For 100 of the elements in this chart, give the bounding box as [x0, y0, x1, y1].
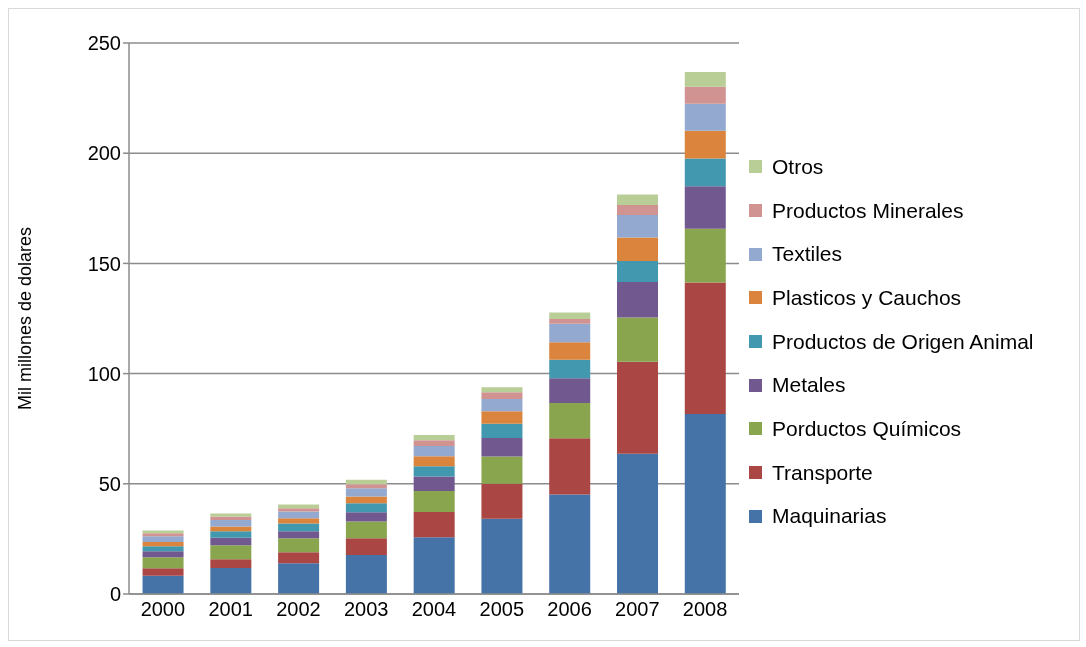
bar [278, 523, 320, 532]
bar [142, 568, 184, 576]
bar [413, 537, 455, 594]
bar [617, 204, 658, 215]
bar [684, 72, 726, 87]
bar [278, 531, 320, 539]
bar [345, 484, 387, 489]
bar [345, 503, 387, 513]
legend-label: Productos de Origen Animal [772, 329, 1034, 354]
bar [345, 512, 387, 522]
bar [617, 317, 658, 362]
bar [278, 563, 320, 594]
legend-label: Maquinarias [772, 504, 887, 529]
bar [278, 508, 320, 512]
bar [413, 491, 455, 513]
x-tick-label: 2008 [682, 598, 728, 621]
bar [684, 86, 726, 104]
bar [617, 361, 658, 454]
bar [210, 531, 252, 538]
bar [413, 445, 455, 457]
bar [345, 521, 387, 539]
bar [142, 575, 184, 594]
bar [617, 453, 658, 594]
bar [481, 392, 523, 399]
bar [210, 519, 252, 527]
bar [549, 438, 591, 495]
bar [210, 545, 252, 560]
bar [278, 552, 320, 564]
bar [142, 557, 184, 569]
bar [345, 488, 387, 497]
legend-label: Transporte [772, 460, 873, 485]
bar [481, 518, 523, 594]
bar [481, 456, 523, 484]
bar [549, 359, 591, 379]
bar [549, 342, 591, 360]
bar [617, 260, 658, 282]
legend-label: Porductos Químicos [772, 416, 962, 441]
bar [617, 281, 658, 318]
bar [617, 214, 658, 238]
bar [684, 282, 726, 414]
y-tick-label: 0 [109, 583, 121, 606]
bar [278, 538, 320, 553]
y-axis-title: Mil millones de dolares [15, 226, 36, 411]
bar [278, 518, 320, 524]
bar [684, 130, 726, 159]
bar [413, 440, 455, 446]
bar [684, 186, 726, 229]
bar [481, 411, 523, 424]
x-tick-label: 2004 [411, 598, 457, 621]
bar [142, 551, 184, 558]
bar [142, 546, 184, 552]
x-tick-label: 2007 [615, 598, 660, 621]
bar [142, 541, 184, 547]
bar [345, 479, 387, 485]
legend-label: Otros [772, 154, 824, 179]
bar [481, 398, 523, 412]
bar [413, 476, 455, 492]
bar [481, 423, 523, 438]
y-tick-label: 200 [87, 142, 121, 165]
bar [210, 559, 252, 568]
legend-label: Metales [772, 373, 846, 398]
bar [617, 237, 658, 261]
bar [413, 466, 455, 477]
x-tick-label: 2002 [276, 598, 321, 621]
bar [549, 312, 591, 319]
legend-label: Productos Minerales [772, 198, 964, 223]
bar [549, 318, 591, 324]
x-tick-label: 2005 [479, 598, 525, 621]
legend-label: Plasticos y Cauchos [772, 285, 962, 310]
x-tick-label: 2001 [208, 598, 253, 621]
bar [549, 402, 591, 439]
bar [481, 483, 523, 519]
bar [142, 536, 184, 542]
y-tick-label: 50 [98, 472, 121, 495]
y-tick-label: 100 [87, 362, 121, 385]
bar [549, 378, 591, 403]
y-tick-label: 250 [87, 32, 121, 55]
bar [684, 228, 726, 283]
x-tick-label: 2003 [343, 598, 389, 621]
bar [413, 512, 455, 538]
bar [481, 437, 523, 457]
y-tick-label: 150 [87, 252, 121, 275]
legend-label: Textiles [772, 242, 843, 267]
bar [210, 537, 252, 546]
bar [278, 511, 320, 519]
bar [345, 538, 387, 555]
bar [345, 496, 387, 504]
bar [345, 554, 387, 594]
bar [549, 494, 591, 594]
bar [413, 456, 455, 467]
bar [684, 103, 726, 131]
bar [617, 194, 658, 205]
x-tick-label: 2006 [547, 598, 592, 621]
bar [481, 387, 523, 393]
bar [210, 567, 252, 594]
x-tick-label: 2000 [140, 598, 186, 621]
bar [684, 158, 726, 187]
bar [413, 435, 455, 441]
bar [549, 323, 591, 343]
bar [684, 413, 726, 594]
